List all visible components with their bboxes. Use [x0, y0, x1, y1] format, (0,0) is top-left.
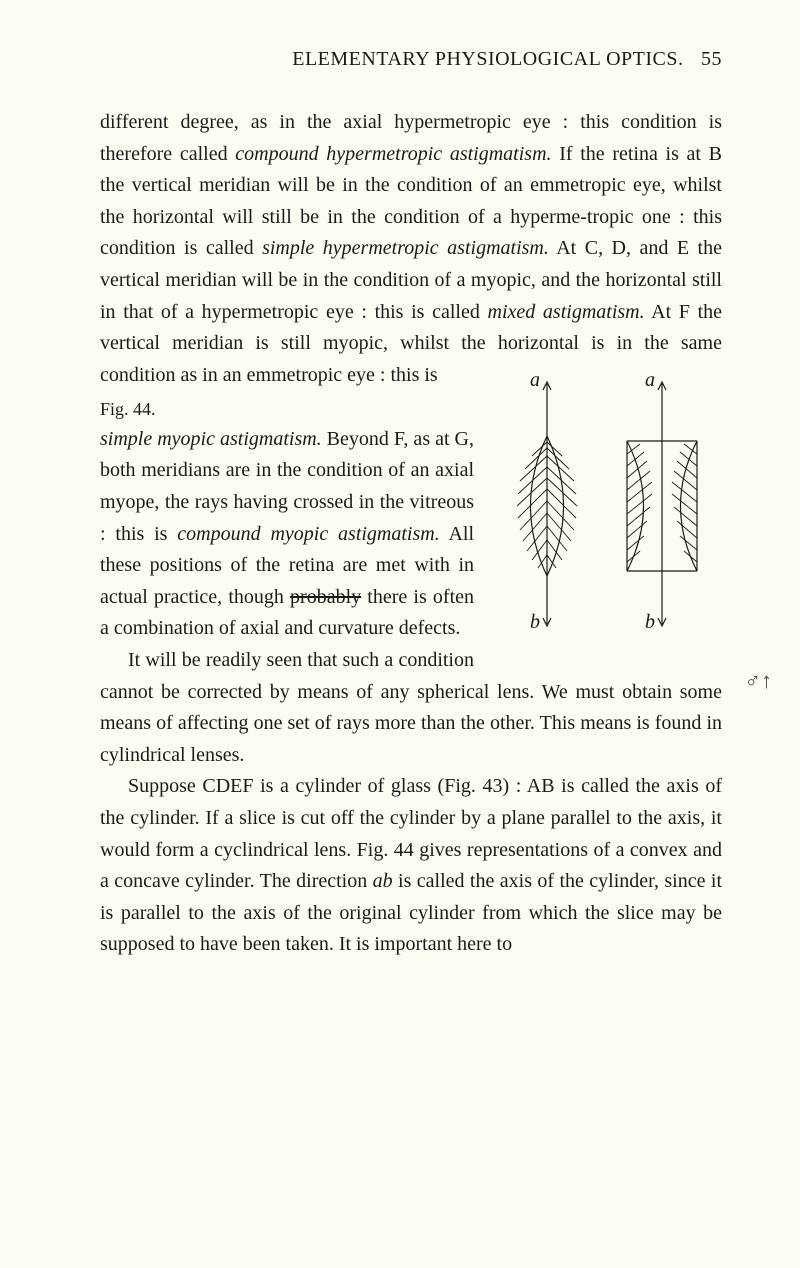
marginal-annotation: ♂↑ — [745, 668, 773, 694]
italic-term: simple hypermetropic astigmatism. — [262, 237, 549, 259]
label-b-left: b — [530, 611, 540, 633]
label-a-left: a — [530, 369, 540, 391]
struck-text: probably — [290, 586, 361, 608]
italic-term: compound myopic astigmatism. — [177, 523, 439, 545]
figure-svg: a b — [492, 366, 722, 656]
concave-lens: a b — [627, 369, 697, 633]
figure-44: a b — [492, 366, 722, 667]
page-header: ELEMENTARY PHYSIOLOGICAL OPTICS. 55 — [100, 48, 722, 71]
italic-term: compound hypermetropic astigmatism. — [235, 143, 551, 165]
italic-term: mixed astigmatism. — [488, 301, 645, 323]
header-page-number: 55 — [701, 48, 722, 70]
italic-term: simple myopic astigmatism. — [100, 428, 322, 450]
paragraph-3: Suppose CDEF is a cylinder of glass (Fig… — [100, 771, 722, 961]
header-title: ELEMENTARY PHYSIOLOGICAL OPTICS. — [292, 48, 683, 70]
text-segment: It will be readily seen that such a cond… — [100, 649, 722, 766]
main-text: different degree, as in the axial hyperm… — [100, 107, 722, 961]
convex-lens: a b — [517, 369, 577, 633]
label-a-right: a — [645, 369, 655, 391]
paragraph-1: different degree, as in the axial hyperm… — [100, 107, 722, 391]
italic-term: ab — [373, 870, 393, 892]
label-b-right: b — [645, 611, 655, 633]
